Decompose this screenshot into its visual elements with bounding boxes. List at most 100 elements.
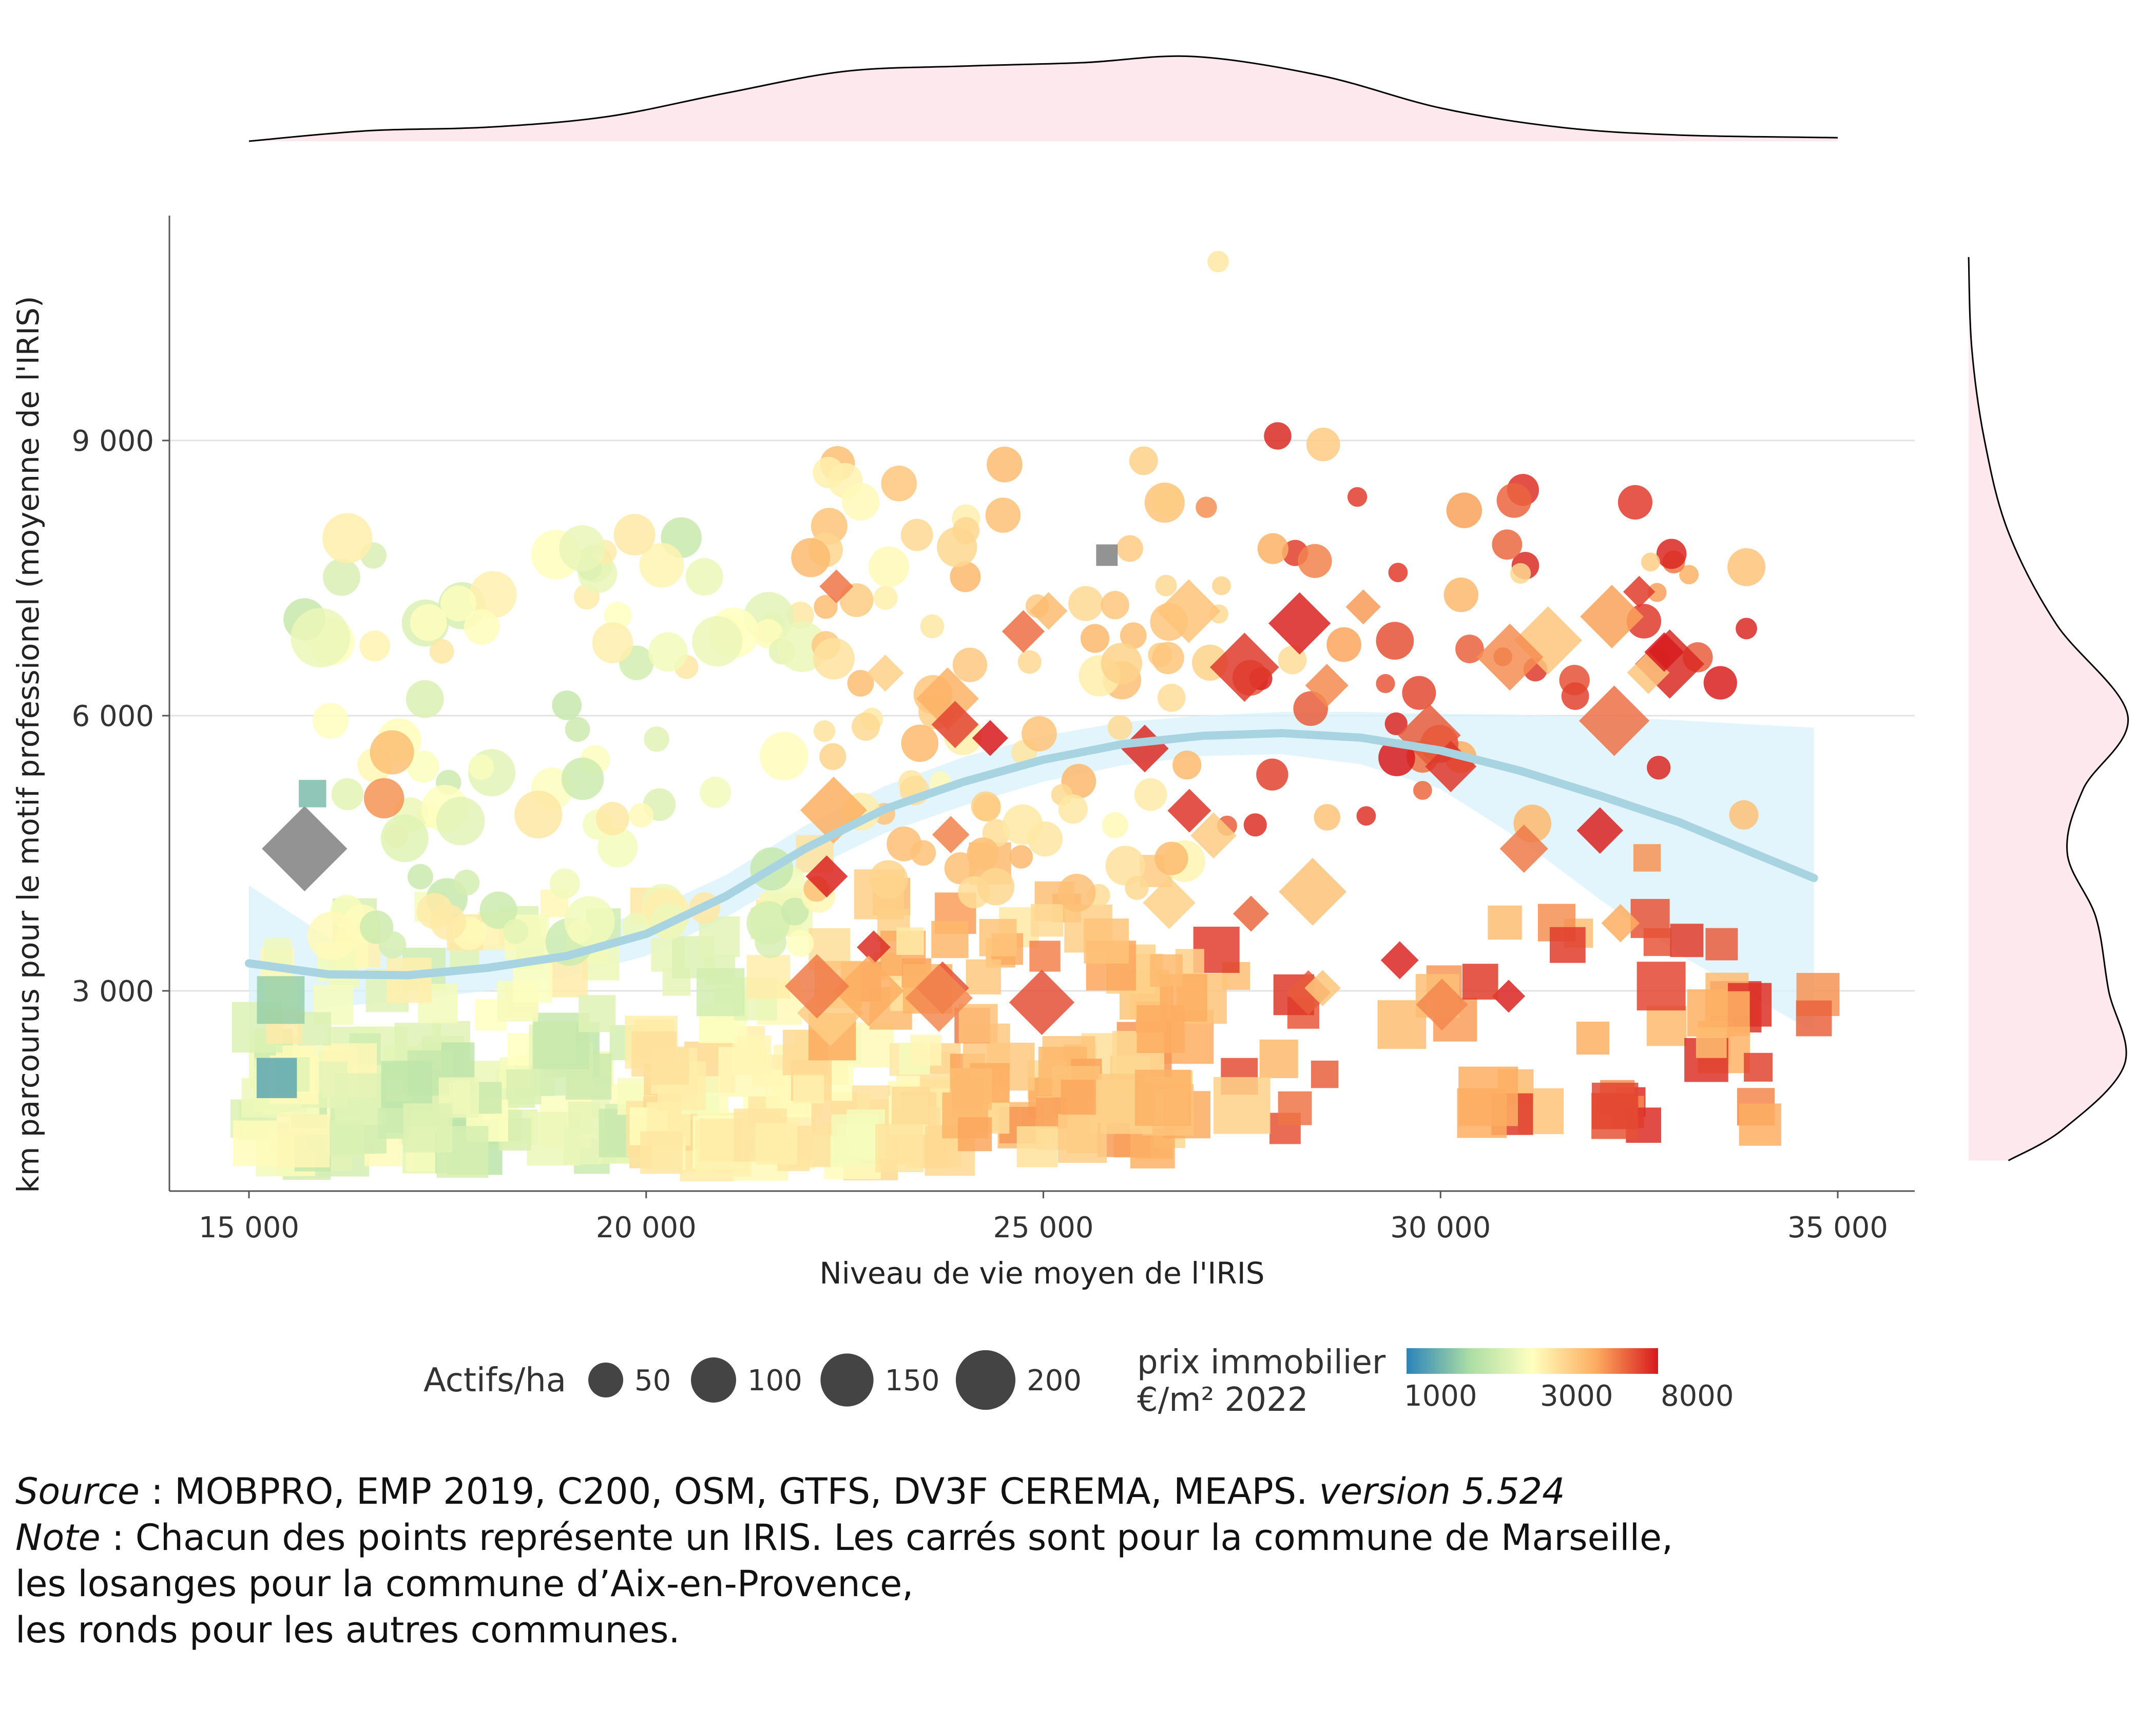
point-diamond xyxy=(1416,979,1468,1031)
point-circle xyxy=(873,585,898,610)
size-legend-symbol xyxy=(820,1353,874,1407)
point-square xyxy=(640,1131,683,1174)
point-circle xyxy=(559,525,606,571)
point-circle xyxy=(613,513,656,556)
point-circle xyxy=(1172,751,1202,780)
point-square xyxy=(1637,962,1686,1011)
point-diamond xyxy=(805,855,848,898)
point-circle xyxy=(1326,627,1361,662)
point-circle xyxy=(464,609,500,645)
point-diamond xyxy=(1279,857,1347,926)
point-circle xyxy=(1293,691,1328,726)
point-circle xyxy=(565,717,590,742)
point-diamond xyxy=(1345,589,1381,625)
point-circle xyxy=(503,919,529,944)
point-diamond xyxy=(1580,585,1644,648)
point-square xyxy=(875,1124,924,1173)
point-square xyxy=(755,1123,797,1165)
point-diamond xyxy=(1499,824,1548,873)
caption: Source : MOBPRO, EMP 2019, C200, OSM, GT… xyxy=(15,1468,2120,1653)
point-square xyxy=(403,1103,453,1153)
point-circle xyxy=(1446,492,1483,528)
point-square xyxy=(513,963,552,1003)
point-square xyxy=(1150,954,1183,987)
point-square xyxy=(793,1072,824,1104)
size-legend-label: 100 xyxy=(747,1364,802,1397)
point-circle xyxy=(1298,544,1332,578)
point-square xyxy=(958,1004,998,1043)
point-square xyxy=(910,1034,942,1066)
point-circle xyxy=(436,796,485,846)
axes xyxy=(162,216,1915,1198)
point-circle xyxy=(1618,485,1653,520)
color-legend-title-line2: €/m² 2022 xyxy=(1137,1381,1308,1419)
point-circle xyxy=(1727,548,1766,586)
point-circle xyxy=(1105,846,1145,886)
trend-confidence-ribbon xyxy=(249,712,1814,1039)
point-circle xyxy=(370,730,414,775)
point-circle xyxy=(1207,251,1229,273)
point-circle xyxy=(1211,576,1231,596)
point-circle xyxy=(595,801,629,836)
point-circle xyxy=(568,919,592,943)
point-circle xyxy=(468,754,494,780)
point-circle xyxy=(408,864,433,890)
point-circle xyxy=(598,827,638,868)
point-square xyxy=(952,1078,984,1109)
x-tick-label: 20 000 xyxy=(596,1211,697,1244)
point-diamond xyxy=(1157,579,1221,643)
point-diamond xyxy=(1476,623,1544,691)
plot-area: 15 000 20 000 25 000 30 000 35 000 3 000 6 000… xyxy=(72,216,1915,1244)
point-circle xyxy=(291,608,351,668)
point-circle xyxy=(1017,650,1042,674)
point-square xyxy=(891,1086,930,1125)
size-legend-label: 150 xyxy=(885,1364,940,1397)
point-square xyxy=(1031,904,1064,937)
point-circle xyxy=(910,840,936,866)
point-square xyxy=(1029,941,1061,972)
colorbar xyxy=(1407,1348,1658,1374)
point-square xyxy=(277,1114,330,1167)
point-square xyxy=(979,918,1017,956)
point-diamond xyxy=(867,654,904,692)
point-circle xyxy=(1157,683,1186,712)
source-text: : MOBPRO, EMP 2019, C200, OSM, GTFS, DV3… xyxy=(139,1470,1319,1512)
point-circle xyxy=(813,638,855,680)
point-diamond xyxy=(1190,812,1237,859)
point-diamond xyxy=(931,701,979,749)
point-circle xyxy=(1101,643,1143,684)
point-circle xyxy=(842,483,880,521)
colorbar-label: 8000 xyxy=(1661,1379,1734,1413)
confidence-ribbon xyxy=(249,712,1814,1039)
point-diamond xyxy=(1492,980,1526,1013)
point-circle xyxy=(813,456,844,488)
point-square xyxy=(1488,905,1522,940)
point-circle xyxy=(1102,812,1128,838)
point-circle xyxy=(881,465,917,502)
point-square xyxy=(264,938,292,966)
point-square xyxy=(1670,924,1704,957)
right-density-line xyxy=(1968,257,2129,1161)
point-circle xyxy=(1647,583,1667,602)
point-circle xyxy=(322,513,373,563)
point-diamond xyxy=(784,954,850,1019)
source-label: Source xyxy=(15,1470,140,1512)
colorbar-label: 3000 xyxy=(1540,1379,1613,1413)
point-square xyxy=(257,976,305,1024)
point-square xyxy=(1377,1000,1427,1049)
point-diamond xyxy=(819,569,854,604)
point-circle xyxy=(685,558,723,596)
point-diamond xyxy=(1009,969,1075,1036)
point-circle xyxy=(1151,486,1183,518)
point-circle xyxy=(410,604,447,641)
point-square xyxy=(1549,927,1586,963)
point-circle xyxy=(1134,778,1167,811)
point-circle xyxy=(552,690,582,720)
point-square xyxy=(1016,1126,1058,1167)
point-square xyxy=(966,959,1001,994)
point-square xyxy=(1744,1052,1773,1082)
point-circle xyxy=(1413,781,1432,800)
point-square xyxy=(1630,898,1670,938)
point-square xyxy=(1646,1006,1687,1046)
y-tick-label: 9 000 xyxy=(72,425,154,458)
